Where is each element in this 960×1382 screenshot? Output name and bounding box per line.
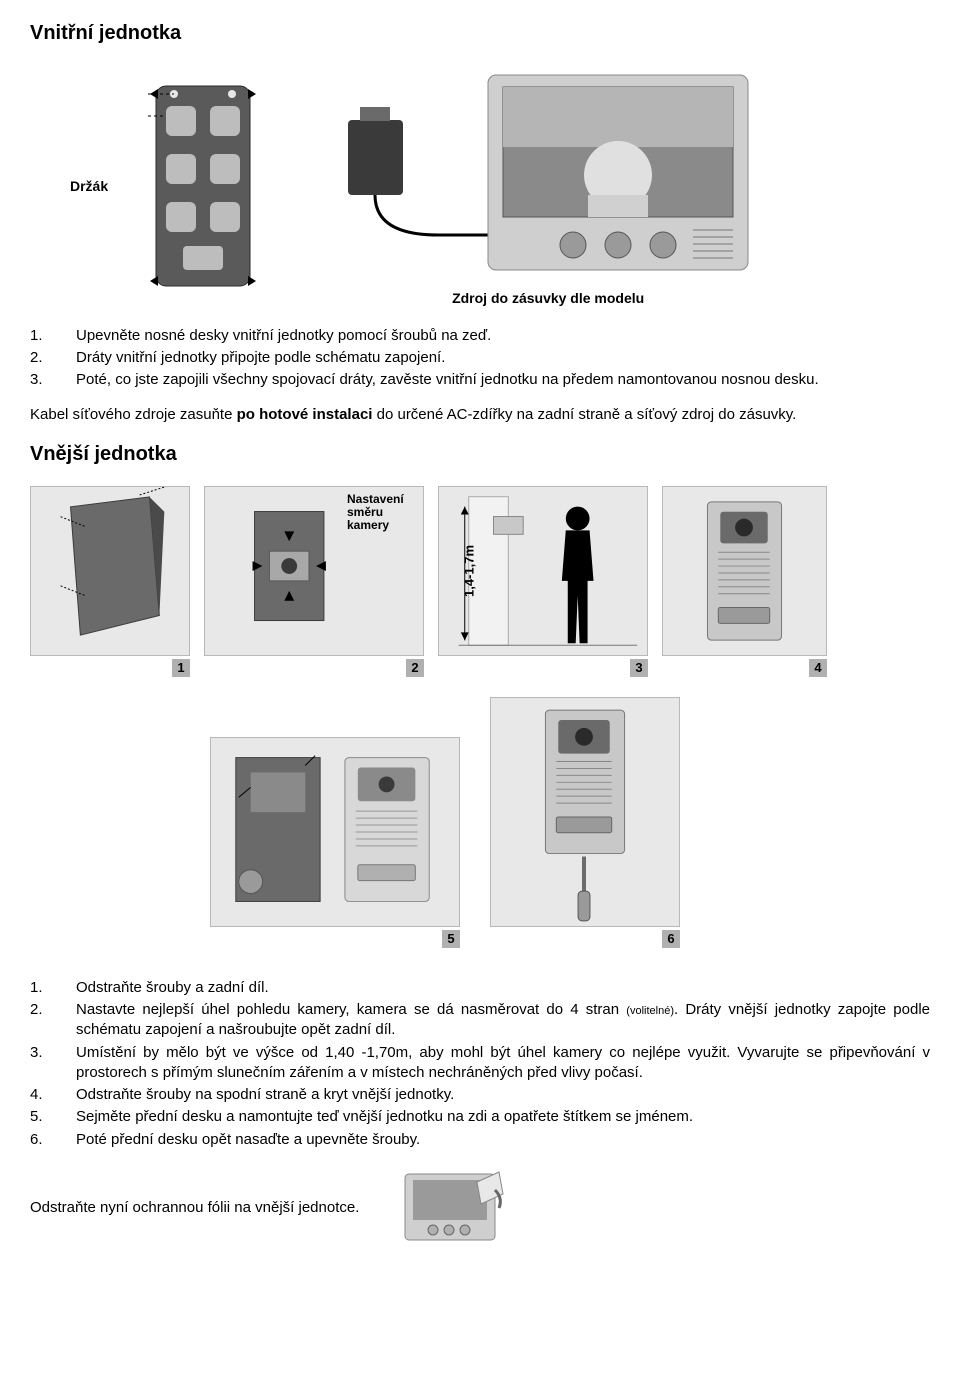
outdoor-disassembled-icon (211, 737, 459, 927)
step-text: Odstraňte šrouby na spodní straně a kryt… (76, 1085, 930, 1105)
step-number: 2. (30, 348, 48, 368)
step-number: 1. (30, 978, 48, 998)
panel-number: 6 (662, 930, 680, 948)
monitor-icon (338, 65, 758, 285)
step-text: Upevněte nosné desky vnitřní jednotky po… (76, 326, 930, 346)
final-instruction: Odstraňte nyní ochrannou fólii na vnější… (30, 1198, 359, 1218)
outdoor-panel-5: 5 (210, 737, 460, 948)
step-number: 5. (30, 1107, 48, 1127)
list-item: 6. Poté přední desku opět nasaďte a upev… (30, 1130, 930, 1150)
panel-number: 3 (630, 659, 648, 677)
outdoor-panel-2: Nastavení směru kamery 2 (204, 486, 424, 677)
outdoor-figure-row2: 5 6 (210, 697, 930, 948)
note-pre: Kabel síťového zdroje zasuňte (30, 406, 237, 423)
step-text: Dráty vnitřní jednotky připojte podle sc… (76, 348, 930, 368)
step-text: Poté, co jste zapojili všechny spojovací… (76, 370, 930, 390)
list-item: 5. Sejměte přední desku a namontujte teď… (30, 1107, 930, 1127)
list-item: 2. Dráty vnitřní jednotky připojte podle… (30, 348, 930, 368)
note-post: do určené AC-zdířky na zadní straně a sí… (372, 406, 796, 423)
list-item: 3. Umístění by mělo být ve výšce od 1,40… (30, 1043, 930, 1084)
panel-number: 5 (442, 930, 460, 948)
step-number: 3. (30, 370, 48, 390)
peel-film-icon (399, 1168, 509, 1248)
note-bold: po hotové instalaci (237, 406, 373, 423)
indoor-note: Kabel síťového zdroje zasuňte po hotové … (30, 405, 930, 425)
outdoor-panel-3: 1,4-1,7m 3 (438, 486, 648, 677)
section1-title: Vnitřní jednotka (30, 20, 930, 47)
panel-number: 1 (172, 659, 190, 677)
outdoor-front-icon (663, 486, 826, 656)
list-item: 3. Poté, co jste zapojili všechny spojov… (30, 370, 930, 390)
step-text: Odstraňte šrouby a zadní díl. (76, 978, 930, 998)
bracket-icon (128, 76, 278, 296)
monitor-caption: Zdroj do zásuvky dle modelu (452, 289, 644, 308)
step-number: 4. (30, 1085, 48, 1105)
step-text: Umístění by mělo být ve výšce od 1,40 -1… (76, 1043, 930, 1084)
outdoor-figure-row1: 1 Nastavení směru kamery 2 1,4-1,7m (30, 486, 930, 677)
figure-row-indoor: Držák (30, 65, 930, 308)
indoor-steps: 1. Upevněte nosné desky vnitřní jednotky… (30, 326, 930, 391)
step-number: 6. (30, 1130, 48, 1150)
outdoor-panel-1: 1 (30, 486, 190, 677)
outdoor-panel-6: 6 (490, 697, 680, 948)
outdoor-back-icon (31, 486, 189, 656)
list-item: 1. Odstraňte šrouby a zadní díl. (30, 978, 930, 998)
final-line-row: Odstraňte nyní ochrannou fólii na vnější… (30, 1168, 930, 1248)
step-text: Nastavte nejlepší úhel pohledu kamery, k… (76, 1000, 930, 1041)
height-label: 1,4-1,7m (460, 545, 478, 597)
bracket-figure: Držák (70, 76, 278, 296)
step-number: 1. (30, 326, 48, 346)
outdoor-screwdriver-icon (491, 697, 679, 927)
step-number: 3. (30, 1043, 48, 1084)
section2-title: Vnější jednotka (30, 441, 930, 468)
step-number: 2. (30, 1000, 48, 1041)
step-text: Poté přední desku opět nasaďte a upevnět… (76, 1130, 930, 1150)
list-item: 4. Odstraňte šrouby na spodní straně a k… (30, 1085, 930, 1105)
monitor-figure: Zdroj do zásuvky dle modelu (338, 65, 758, 308)
step2-pre: Nastavte nejlepší úhel pohledu kamery, k… (76, 1001, 626, 1018)
panel-number: 4 (809, 659, 827, 677)
outdoor-panel-4: 4 (662, 486, 827, 677)
panel-number: 2 (406, 659, 424, 677)
list-item: 2. Nastavte nejlepší úhel pohledu kamery… (30, 1000, 930, 1041)
camera-direction-label: Nastavení směru kamery (347, 493, 417, 533)
bracket-label: Držák (70, 177, 108, 196)
step-text: Sejměte přední desku a namontujte teď vn… (76, 1107, 930, 1127)
step2-small: (volitelné) (626, 1005, 674, 1017)
outdoor-steps: 1. Odstraňte šrouby a zadní díl. 2. Nast… (30, 978, 930, 1150)
list-item: 1. Upevněte nosné desky vnitřní jednotky… (30, 326, 930, 346)
